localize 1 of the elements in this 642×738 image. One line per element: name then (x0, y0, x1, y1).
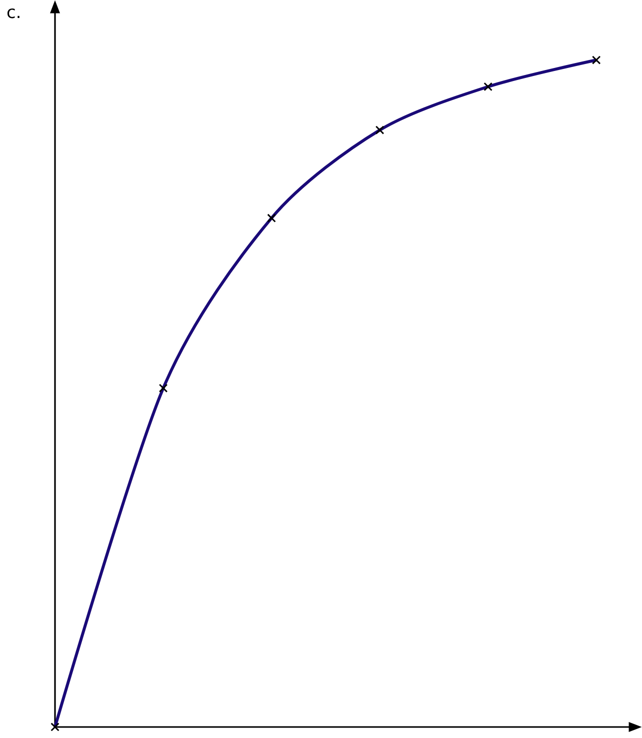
chart-title: c. (7, 8, 20, 18)
